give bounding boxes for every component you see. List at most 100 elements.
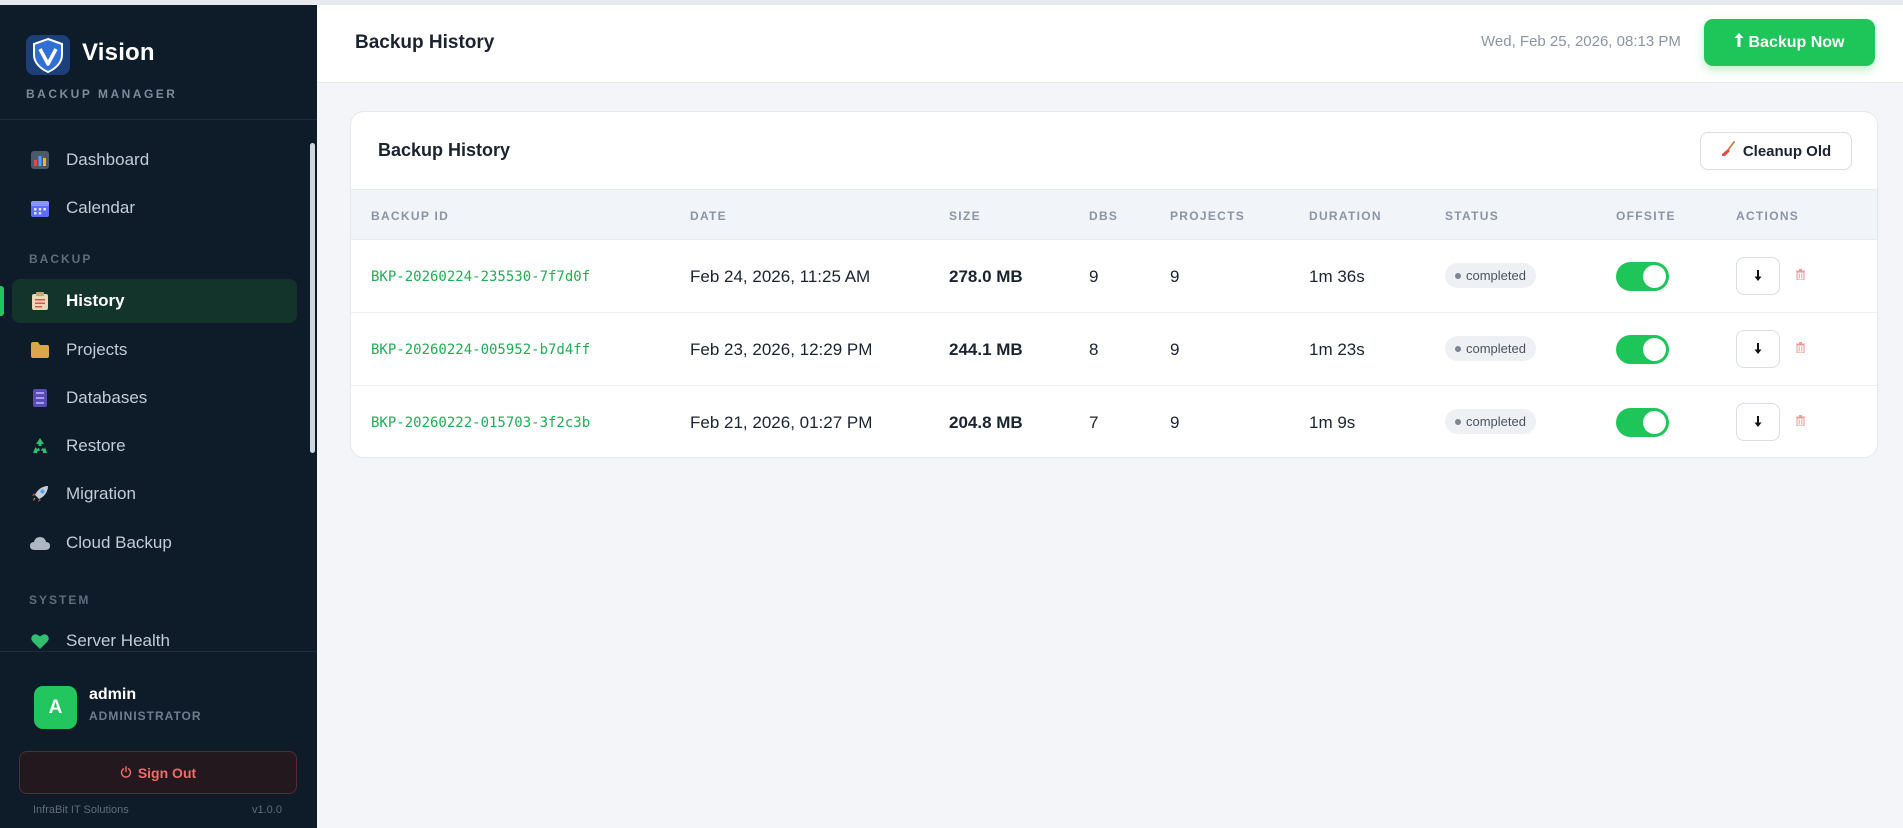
brand-divider (0, 119, 317, 120)
column-header-size: SIZE (949, 209, 981, 223)
company-name: InfraBit IT Solutions (33, 804, 129, 816)
user-role: ADMINISTRATOR (89, 709, 202, 723)
toggle-knob (1643, 338, 1666, 361)
table-header: BACKUP ID DATE SIZE DBS PROJECTS DURATIO… (351, 189, 1877, 240)
power-icon (120, 765, 132, 781)
arrow-up-icon (1734, 33, 1744, 52)
backup-now-button[interactable]: Backup Now (1704, 19, 1875, 66)
delete-button[interactable] (1789, 337, 1811, 361)
sidebar-item-migration[interactable]: Migration (12, 472, 297, 516)
download-button[interactable] (1736, 403, 1780, 441)
sign-out-button[interactable]: Sign Out (19, 751, 297, 794)
status-dot (1455, 345, 1461, 352)
download-icon (1754, 269, 1762, 284)
offsite-toggle[interactable] (1616, 408, 1669, 437)
backup-id[interactable]: BKP-20260224-235530-7f7d0f (371, 269, 591, 285)
column-header-dbs: DBS (1089, 209, 1119, 223)
offsite-toggle[interactable] (1616, 262, 1669, 291)
trash-icon (1795, 413, 1805, 431)
sidebar-item-dashboard[interactable]: Dashboard (12, 138, 297, 182)
status-dot (1455, 272, 1461, 279)
user-name: admin (89, 686, 137, 703)
trash-icon (1795, 340, 1805, 358)
column-header-projects: PROJECTS (1170, 209, 1246, 223)
user-panel: A admin ADMINISTRATOR Sign Out InfraBit … (0, 651, 317, 828)
sidebar-item-databases[interactable]: Databases (12, 376, 297, 420)
rocket-icon (30, 484, 50, 504)
backup-id[interactable]: BKP-20260224-005952-b7d4ff (371, 342, 591, 358)
trash-icon (1795, 267, 1805, 285)
sidebar-item-label: Cloud Backup (66, 533, 172, 552)
column-header-duration: DURATION (1309, 209, 1382, 223)
download-icon (1754, 342, 1762, 357)
backup-date: Feb 24, 2026, 11:25 AM (690, 267, 871, 286)
backup-dbs: 7 (1089, 413, 1099, 432)
broom-icon (1721, 141, 1737, 161)
backup-size: 204.8 MB (949, 413, 1023, 432)
sidebar-item-calendar[interactable]: Calendar (12, 186, 297, 230)
offsite-toggle[interactable] (1616, 335, 1669, 364)
column-header-offsite: OFFSITE (1616, 209, 1676, 223)
backup-dbs: 8 (1089, 340, 1099, 359)
status-text: completed (1466, 414, 1526, 429)
status-badge: completed (1445, 336, 1536, 361)
sidebar: Vision BACKUP MANAGER Dashboard Calendar… (0, 5, 317, 828)
backup-size: 278.0 MB (949, 267, 1023, 286)
status-badge: completed (1445, 263, 1536, 288)
sidebar-item-label: Dashboard (66, 150, 150, 169)
backup-date: Feb 21, 2026, 01:27 PM (690, 413, 873, 432)
shield-v-icon (26, 35, 70, 75)
backup-projects: 9 (1170, 340, 1180, 359)
avatar: A (34, 686, 77, 729)
column-header-backup-id: BACKUP ID (371, 209, 450, 223)
delete-button[interactable] (1789, 264, 1811, 288)
section-label-system: SYSTEM (29, 593, 91, 607)
page-title: Backup History (355, 32, 495, 53)
sidebar-scrollbar[interactable] (310, 143, 315, 453)
backup-dbs: 9 (1089, 267, 1099, 286)
cloud-icon (30, 533, 50, 553)
sidebar-item-label: Restore (66, 436, 126, 455)
card-title: Backup History (378, 140, 511, 160)
backup-duration: 1m 9s (1309, 413, 1356, 432)
backup-now-label: Backup Now (1748, 33, 1845, 51)
download-icon (1754, 415, 1762, 430)
delete-button[interactable] (1789, 410, 1811, 434)
sidebar-item-label: Databases (66, 388, 148, 407)
top-border (0, 0, 1903, 5)
backup-date: Feb 23, 2026, 12:29 PM (690, 340, 873, 359)
backup-id[interactable]: BKP-20260222-015703-3f2c3b (371, 415, 591, 431)
sidebar-item-label: Projects (66, 340, 128, 359)
sidebar-item-server-health[interactable]: Server Health (12, 619, 297, 652)
sidebar-item-history[interactable]: History (12, 279, 297, 323)
current-datetime: Wed, Feb 25, 2026, 08:13 PM (1481, 33, 1681, 50)
toggle-knob (1643, 265, 1666, 288)
status-text: completed (1466, 268, 1526, 283)
sidebar-item-label: Calendar (66, 198, 135, 217)
status-badge: completed (1445, 409, 1536, 434)
sidebar-item-projects[interactable]: Projects (12, 328, 297, 372)
sign-out-label: Sign Out (137, 764, 197, 781)
status-dot (1455, 418, 1461, 425)
backup-duration: 1m 23s (1309, 340, 1365, 359)
status-text: completed (1466, 341, 1526, 356)
database-icon (30, 388, 50, 408)
sidebar-item-label: History (66, 291, 125, 310)
download-button[interactable] (1736, 257, 1780, 295)
backup-size: 244.1 MB (949, 340, 1023, 359)
column-header-status: STATUS (1445, 209, 1500, 223)
heart-icon (30, 631, 50, 651)
active-indicator (0, 286, 4, 316)
table-row: BKP-20260222-015703-3f2c3b Feb 21, 2026,… (351, 386, 1877, 457)
sidebar-item-restore[interactable]: Restore (12, 424, 297, 468)
sidebar-nav: Dashboard Calendar BACKUP History Projec… (0, 127, 317, 652)
backup-projects: 9 (1170, 413, 1180, 432)
sidebar-item-cloud-backup[interactable]: Cloud Backup (12, 521, 297, 565)
clipboard-icon (30, 291, 50, 311)
bar-chart-icon (30, 150, 50, 170)
sidebar-item-label: Migration (66, 484, 136, 503)
backup-projects: 9 (1170, 267, 1180, 286)
cleanup-old-button[interactable]: Cleanup Old (1700, 132, 1852, 170)
download-button[interactable] (1736, 330, 1780, 368)
calendar-icon (30, 198, 50, 218)
